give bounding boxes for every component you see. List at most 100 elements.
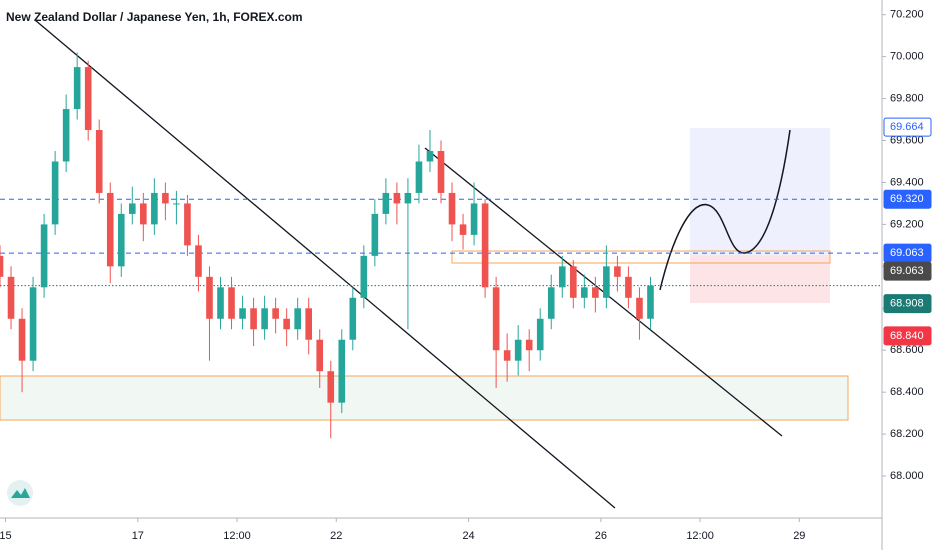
price-badge <box>883 261 932 281</box>
y-tick-label: 70.200 <box>890 9 924 21</box>
candle-body <box>140 203 147 225</box>
y-tick-label: 69.400 <box>890 176 924 188</box>
candle-body <box>470 203 478 235</box>
price-badge-label: 69.320 <box>890 193 924 205</box>
candle-body <box>305 308 313 340</box>
x-tick-label: 15 <box>0 530 12 542</box>
candle-body <box>217 287 224 319</box>
price-badge <box>883 294 932 314</box>
candle-body <box>95 130 103 193</box>
candle-body <box>536 318 544 351</box>
candle-body <box>558 266 566 288</box>
candle-body <box>261 308 268 330</box>
x-tick-label: 17 <box>132 530 144 542</box>
y-tick-label: 68.200 <box>890 428 924 440</box>
logo-circle <box>7 480 33 506</box>
candle-body <box>239 308 246 319</box>
candle-body <box>184 203 191 246</box>
candle-body <box>294 308 301 330</box>
candle-body <box>7 276 15 319</box>
x-tick-label: 22 <box>330 530 342 542</box>
candle-body <box>437 150 445 193</box>
price-badge-label: 68.908 <box>890 298 924 310</box>
resistance-zone <box>451 250 831 264</box>
price-badge-label: 68.840 <box>890 330 924 342</box>
candle-body <box>0 255 4 277</box>
candle-body <box>360 255 368 298</box>
candle-body <box>283 318 290 330</box>
x-tick-label: 12:00 <box>686 530 714 542</box>
candle-body <box>393 192 401 204</box>
candle-body <box>151 192 158 225</box>
candle-body <box>62 109 70 162</box>
y-tick-label: 70.000 <box>890 51 924 63</box>
price-badge-label: 69.063 <box>890 265 924 277</box>
candle-body <box>636 297 643 319</box>
projection-curve <box>659 129 791 291</box>
price-badge <box>883 117 932 137</box>
y-tick-label: 68.400 <box>890 386 924 398</box>
candle-body <box>327 371 335 403</box>
candle-body <box>415 161 423 193</box>
candle-body <box>625 276 632 298</box>
candle-body <box>117 213 125 267</box>
candle-body <box>162 192 169 204</box>
candle-body <box>228 287 235 319</box>
candle-body <box>481 203 489 288</box>
candle-body <box>29 287 37 361</box>
candle-body <box>514 339 522 361</box>
drawings <box>0 19 849 509</box>
candle-body <box>338 339 346 403</box>
candle-body <box>206 276 213 319</box>
candle-body <box>448 192 456 225</box>
support-zone <box>0 375 849 421</box>
candle-body <box>614 266 621 277</box>
y-tick-label: 69.200 <box>890 218 924 230</box>
candles <box>0 52 654 439</box>
candle-body <box>603 266 610 298</box>
candle-body <box>84 67 92 131</box>
candle-body <box>581 287 588 298</box>
y-tick-label: 68.000 <box>890 470 924 482</box>
candle-body <box>492 287 500 351</box>
candle-body <box>349 297 357 340</box>
price-badge <box>883 326 932 346</box>
candle-body <box>404 192 412 204</box>
candle-body <box>250 308 257 330</box>
candle-body <box>128 203 136 214</box>
candle-body <box>195 245 202 277</box>
candle-body <box>382 192 390 214</box>
x-tick-label: 29 <box>793 530 805 542</box>
candle-body <box>51 161 59 225</box>
candle-body <box>459 224 467 235</box>
price-badge-label: 69.664 <box>890 121 924 133</box>
stop-zone <box>690 255 830 303</box>
y-tick-label: 69.800 <box>890 92 924 104</box>
candle-body <box>592 287 599 298</box>
candle-body <box>73 67 81 110</box>
candle-body <box>316 339 324 372</box>
candle-body <box>371 213 379 256</box>
y-tick-label: 69.600 <box>890 134 924 146</box>
x-tick-label: 12:00 <box>223 530 251 542</box>
candle-body <box>272 308 279 319</box>
candle-body <box>503 350 511 361</box>
trend-line <box>34 19 616 509</box>
candle-body <box>547 287 555 319</box>
axes: 68.00068.20068.40068.60068.80069.00069.2… <box>0 9 932 542</box>
x-tick-label: 24 <box>462 530 474 542</box>
price-badge-label: 69.063 <box>890 247 924 259</box>
price-badge <box>883 189 932 209</box>
target-zone <box>690 128 830 255</box>
candle-body <box>40 224 48 288</box>
candle-body <box>525 339 533 351</box>
chart-title: New Zealand Dollar / Japanese Yen, 1h, F… <box>6 10 303 24</box>
candle-body <box>173 203 180 205</box>
x-tick-label: 26 <box>595 530 607 542</box>
candle-body <box>647 285 654 319</box>
candle-body <box>426 150 434 162</box>
y-tick-label: 68.600 <box>890 344 924 356</box>
candle-body <box>569 266 577 298</box>
logo <box>7 480 33 506</box>
